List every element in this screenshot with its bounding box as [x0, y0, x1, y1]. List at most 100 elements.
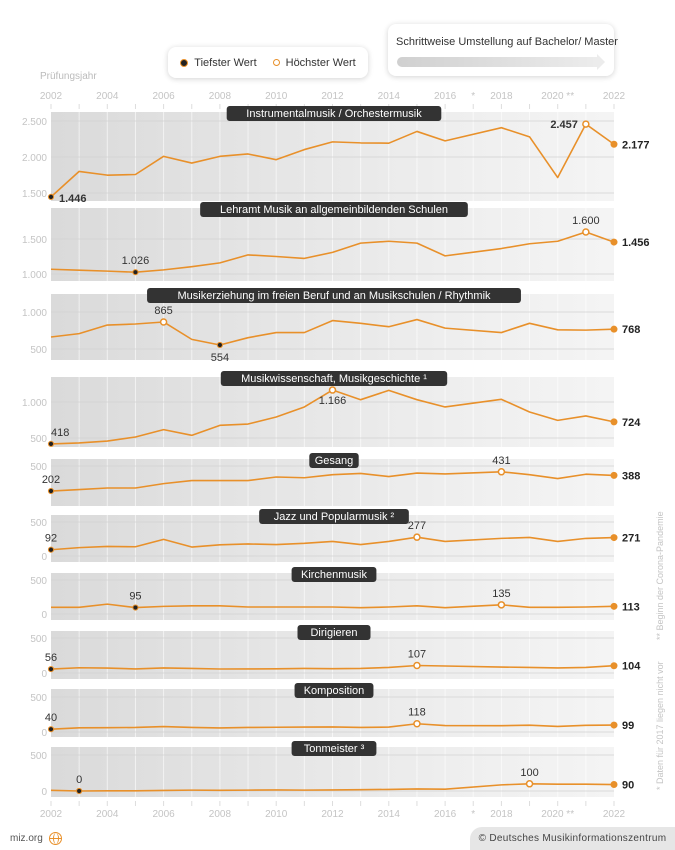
end-marker [610, 781, 618, 789]
site-name[interactable]: miz.org [10, 833, 43, 844]
end-marker [610, 325, 618, 333]
y-tick-label: 0 [41, 728, 47, 739]
y-tick-label: 0 [41, 669, 47, 680]
min-value-label: 554 [211, 352, 229, 364]
end-marker [610, 140, 618, 148]
x-tick-label-bottom: 2016 [434, 809, 457, 820]
max-marker [582, 228, 590, 236]
x-tick-label-bottom: 2012 [321, 809, 344, 820]
x-tick-label-bottom: 2022 [603, 809, 626, 820]
max-marker [413, 719, 421, 728]
max-marker [328, 386, 337, 394]
panel-title: Musikwissenschaft, Musikgeschichte ¹ [241, 373, 427, 385]
end-value-label: 90 [622, 780, 634, 792]
y-tick-label: 1.000 [22, 270, 47, 281]
x-tick-label-top: 2010 [265, 91, 288, 102]
max-marker-icon [272, 59, 280, 66]
panel-title: Tonmeister ³ [304, 743, 365, 755]
end-marker [610, 602, 618, 610]
max-value-label: 277 [408, 520, 426, 532]
y-tick-label: 1.000 [22, 308, 47, 319]
y-tick-label: 1.000 [22, 398, 47, 409]
max-value-label: 100 [520, 767, 538, 779]
y-tick-label: 0 [41, 610, 47, 621]
panel-title: Dirigieren [310, 627, 357, 639]
min-marker [47, 193, 55, 200]
max-value-label: 107 [408, 649, 426, 661]
y-tick-label: 500 [30, 518, 47, 529]
end-marker [610, 534, 618, 542]
series-line [50, 470, 615, 492]
min-value-label: 418 [51, 427, 69, 439]
x-tick-label-top: * [471, 91, 475, 102]
end-value-label: 388 [622, 470, 640, 482]
max-value-label: 865 [154, 305, 172, 317]
end-value-label: 99 [622, 720, 634, 732]
max-value-label: 118 [408, 707, 426, 719]
end-marker [610, 721, 618, 729]
copyright: © Deutsches Musikinformationszentrum [470, 827, 675, 850]
end-marker [610, 418, 618, 426]
panel-title: Musikerziehung im freien Beruf und an Mu… [177, 290, 491, 302]
min-marker [132, 604, 139, 611]
end-value-label: 104 [622, 661, 641, 673]
x-tick-label-bottom: 2002 [40, 809, 63, 820]
min-value-label: 202 [42, 474, 60, 486]
min-marker [132, 269, 139, 276]
y-tick-label: 1.500 [22, 235, 47, 246]
legend-min-label: Tiefster Wert [194, 56, 257, 69]
x-tick-label-top: 2006 [152, 91, 175, 102]
y-tick-label: 1.500 [22, 189, 47, 200]
panel-title-background [220, 371, 448, 386]
min-value-label: 0 [76, 774, 82, 786]
y-tick-label: 0 [41, 552, 47, 563]
x-tick-label-bottom: 2004 [96, 809, 119, 820]
max-value-label: 1.600 [572, 215, 600, 227]
min-marker [47, 726, 55, 733]
min-marker [76, 787, 83, 795]
panel-title-background [291, 567, 377, 582]
arrow-right-icon [397, 54, 605, 70]
max-value-label: 135 [492, 588, 510, 600]
x-tick-label-top: 2020 ** [541, 91, 574, 102]
max-marker [525, 780, 534, 788]
min-value-label: 1.026 [122, 255, 150, 267]
x-tick-label-top: 2022 [603, 91, 626, 102]
min-value-label: 56 [45, 652, 57, 664]
panel-title: Komposition [304, 685, 365, 697]
end-marker [610, 238, 618, 246]
series-line [50, 318, 615, 346]
note-2017: * Daten für 2017 liegen nicht vor [655, 661, 665, 790]
panel-title-background [259, 509, 409, 524]
x-tick-label-top: 2004 [96, 91, 119, 102]
panel-title-background [291, 741, 377, 756]
x-tick-label-top: 2018 [490, 91, 513, 102]
series-line [50, 722, 615, 730]
panel-title: Gesang [315, 455, 354, 467]
x-tick-label-bottom: 2014 [378, 809, 401, 820]
min-marker [47, 440, 55, 448]
min-marker [47, 546, 55, 553]
min-marker-icon [180, 58, 189, 67]
x-tick-label-bottom: 2018 [490, 809, 513, 820]
min-marker [47, 665, 55, 673]
max-marker [159, 318, 168, 326]
transition-box: Schrittweise Umstellung auf Bachelor/ Ma… [388, 24, 618, 76]
x-tick-label-bottom: 2010 [265, 809, 288, 820]
panel-title: Jazz und Popularmusik ² [274, 511, 395, 523]
panel-title: Kirchenmusik [301, 569, 368, 581]
series-line [50, 231, 615, 273]
x-tick-label-top: 2008 [209, 91, 232, 102]
end-marker [610, 471, 618, 479]
series-line [50, 389, 615, 445]
end-value-label: 271 [622, 533, 640, 545]
max-marker [413, 661, 421, 670]
end-value-label: 2.177 [622, 139, 650, 151]
note-corona: ** Beginn der Corona-Pandemie [655, 511, 665, 640]
x-tick-label-top: 2002 [40, 91, 63, 102]
y-tick-label: 2.500 [22, 117, 47, 128]
series-line [50, 664, 615, 670]
footer-logo[interactable]: miz.org [10, 832, 62, 845]
series-line [51, 603, 615, 609]
